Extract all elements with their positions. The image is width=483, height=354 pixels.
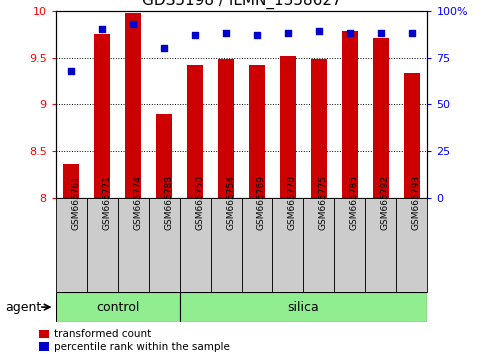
Bar: [218, 59, 234, 198]
Text: GSM665785: GSM665785: [350, 176, 359, 230]
Bar: [272, 198, 303, 292]
Point: [377, 30, 385, 36]
Text: GSM665788: GSM665788: [164, 176, 173, 230]
Bar: [156, 114, 172, 198]
Bar: [303, 198, 334, 292]
Text: GSM665775: GSM665775: [319, 176, 328, 230]
Bar: [149, 198, 180, 292]
Title: GDS5198 / ILMN_1358627: GDS5198 / ILMN_1358627: [142, 0, 341, 9]
Text: GSM665761: GSM665761: [71, 176, 80, 230]
Text: control: control: [96, 301, 139, 314]
Text: GSM665774: GSM665774: [133, 176, 142, 230]
Bar: [117, 198, 149, 292]
Bar: [63, 164, 79, 198]
Bar: [366, 198, 397, 292]
Point: [253, 32, 261, 38]
Text: GSM665771: GSM665771: [102, 176, 111, 230]
Bar: [242, 198, 272, 292]
Point: [191, 32, 199, 38]
Text: GSM665769: GSM665769: [257, 176, 266, 230]
Bar: [187, 65, 203, 198]
Text: GSM665770: GSM665770: [288, 176, 297, 230]
Bar: [334, 198, 366, 292]
Legend: transformed count, percentile rank within the sample: transformed count, percentile rank withi…: [37, 327, 232, 354]
Bar: [180, 292, 427, 322]
Bar: [211, 198, 242, 292]
Bar: [86, 198, 117, 292]
Bar: [56, 198, 86, 292]
Point: [315, 28, 323, 34]
Bar: [404, 74, 420, 198]
Text: GSM665793: GSM665793: [412, 176, 421, 230]
Text: GSM665792: GSM665792: [381, 176, 390, 230]
Point: [160, 45, 168, 51]
Text: silica: silica: [287, 301, 319, 314]
Bar: [280, 56, 296, 198]
Bar: [373, 38, 389, 198]
Bar: [125, 13, 141, 198]
Bar: [397, 198, 427, 292]
Bar: [56, 292, 180, 322]
Point: [98, 27, 106, 32]
Bar: [311, 59, 327, 198]
Bar: [94, 34, 110, 198]
Bar: [342, 31, 358, 198]
Point: [222, 30, 230, 36]
Text: GSM665754: GSM665754: [226, 176, 235, 230]
Bar: [180, 198, 211, 292]
Point: [346, 30, 354, 36]
Point: [67, 68, 75, 74]
Point: [284, 30, 292, 36]
Text: agent: agent: [5, 301, 41, 314]
Text: GSM665750: GSM665750: [195, 176, 204, 230]
Point: [408, 30, 416, 36]
Point: [129, 21, 137, 27]
Bar: [249, 65, 265, 198]
